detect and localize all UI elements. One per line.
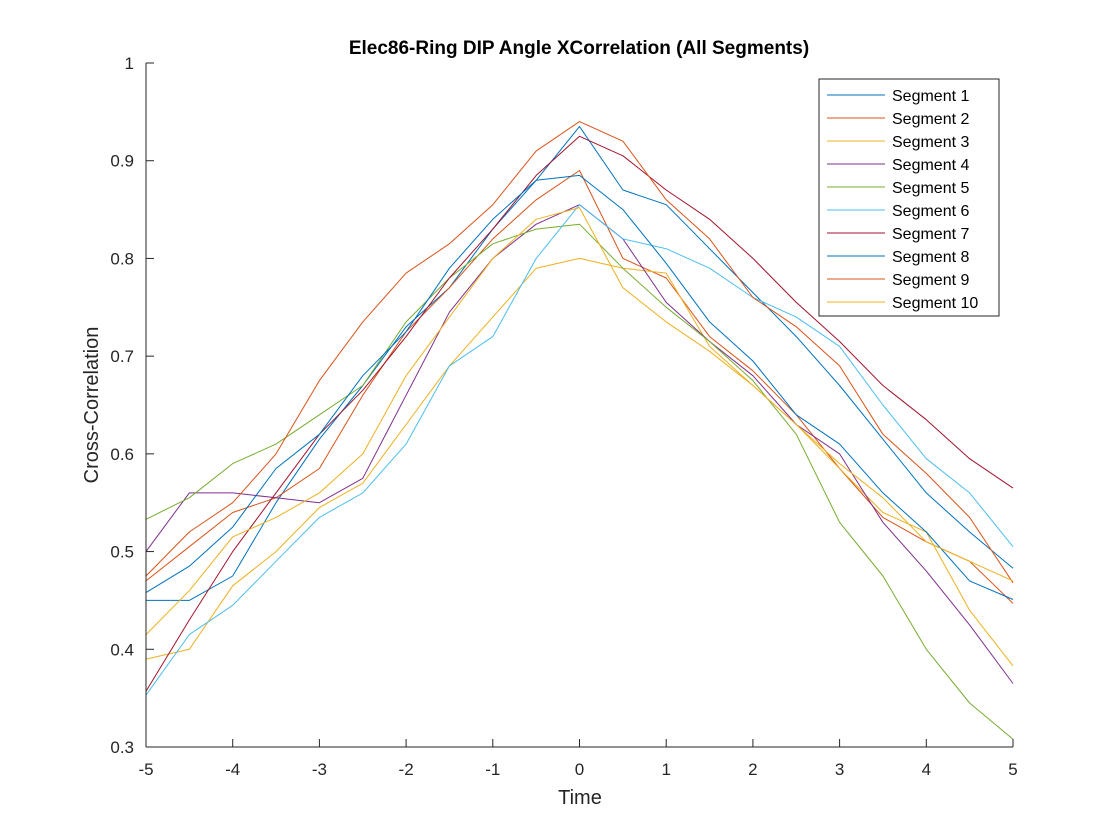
x-tick-label: -4: [225, 760, 240, 779]
chart-title: Elec86-Ring DIP Angle XCorrelation (All …: [349, 38, 809, 59]
y-axis-ticks: 0.3 0.4 0.5 0.6 0.7 0.8 0.9 1: [110, 54, 154, 757]
x-tick-label: 2: [748, 760, 757, 779]
x-tick-label: -5: [138, 760, 153, 779]
y-tick-label: 1: [125, 54, 134, 73]
series-line-segment-6: [145, 204, 1014, 696]
series-line-segment-9: [145, 121, 1014, 584]
x-tick-label: 5: [1008, 760, 1017, 779]
series-line-segment-3: [145, 257, 1014, 667]
x-axis-label: Time: [558, 787, 602, 809]
series-layer: [145, 121, 1014, 740]
y-tick-label: 0.6: [110, 445, 134, 464]
y-tick-label: 0.9: [110, 152, 134, 171]
y-tick-label: 0.7: [110, 347, 134, 366]
y-tick-label: 0.4: [110, 640, 134, 659]
legend-entry-label: Segment 5: [892, 180, 969, 197]
legend-entry-label: Segment 6: [892, 203, 969, 220]
y-tick-label: 0.5: [110, 543, 134, 562]
series-line-segment-10: [145, 207, 1014, 635]
series-line-segment-8: [145, 174, 1014, 600]
series-line-segment-2: [145, 170, 1014, 604]
x-tick-label: 0: [575, 760, 584, 779]
legend-entry-label: Segment 3: [892, 134, 969, 151]
x-axis-ticks: -5 -4 -3 -2 -1 0 1 2 3 4 5: [138, 739, 1018, 779]
legend-entry-label: Segment 8: [892, 249, 969, 266]
legend-entry-label: Segment 4: [892, 157, 969, 174]
series-line-segment-5: [145, 223, 1014, 740]
series-line-segment-7: [145, 135, 1014, 692]
x-tick-label: 4: [922, 760, 931, 779]
y-axis-label: Cross-Correlation: [81, 327, 103, 484]
x-tick-label: -3: [312, 760, 327, 779]
legend-entry-label: Segment 2: [892, 111, 969, 128]
legend-entry-label: Segment 7: [892, 226, 969, 243]
legend-entry-label: Segment 1: [892, 88, 969, 105]
plot-area: -5 -4 -3 -2 -1 0 1 2 3 4 5 0.3 0.4 0.5 0.6 0.7 0.8 0.9 1: [110, 54, 1017, 779]
legend-entry-label: Segment 10: [892, 295, 978, 312]
series-line-segment-1: [146, 126, 1014, 601]
x-tick-label: 3: [835, 760, 844, 779]
legend: Segment 1 Segment 2 Segment 3 Segment 4 Segm…: [818, 78, 1000, 317]
legend-entry-label: Segment 9: [892, 272, 969, 289]
x-tick-label: 1: [661, 760, 670, 779]
y-tick-label: 0.8: [110, 249, 134, 268]
y-tick-label: 0.3: [110, 738, 134, 757]
x-tick-label: -1: [485, 760, 500, 779]
x-tick-label: -2: [399, 760, 414, 779]
